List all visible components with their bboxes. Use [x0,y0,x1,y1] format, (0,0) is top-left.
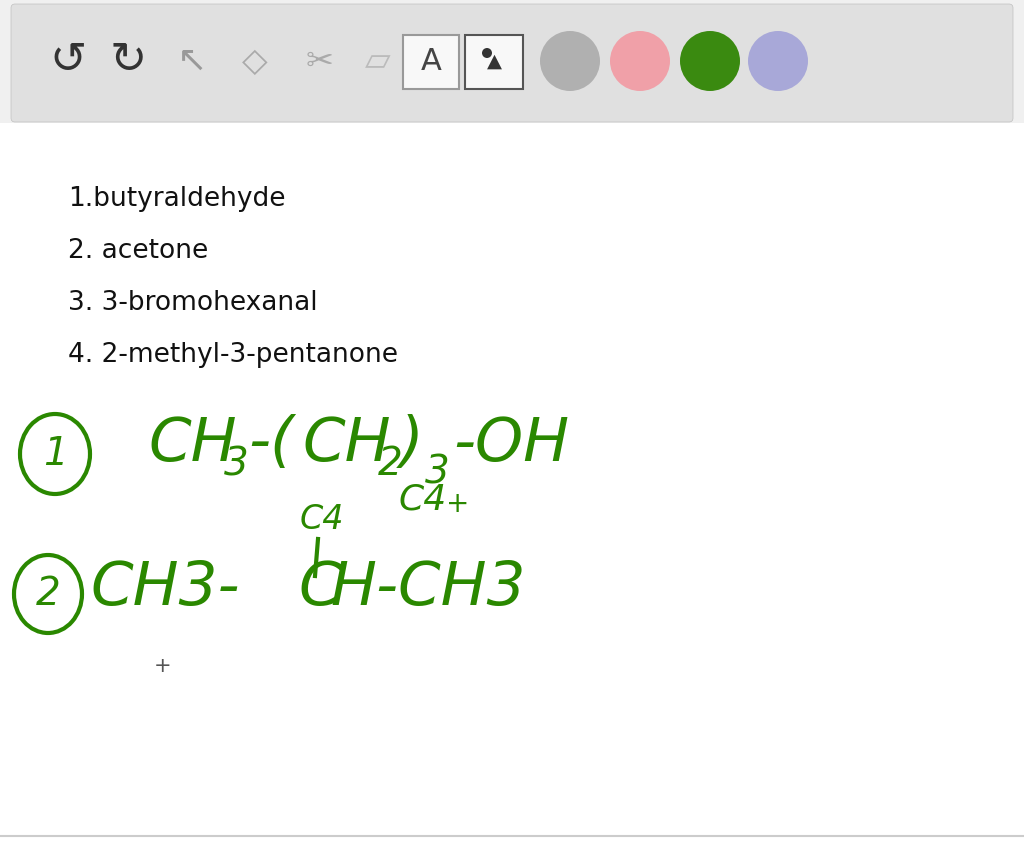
FancyBboxPatch shape [465,35,523,89]
Text: +: + [155,656,172,676]
Circle shape [680,31,740,91]
Text: ): ) [400,414,424,473]
Text: 2. acetone: 2. acetone [68,238,208,264]
Circle shape [482,48,492,58]
Circle shape [748,31,808,91]
Text: ↻: ↻ [110,40,146,83]
Text: CH: CH [302,414,390,473]
Text: H-CH3: H-CH3 [330,560,525,619]
FancyBboxPatch shape [11,4,1013,122]
Circle shape [610,31,670,91]
Text: 3: 3 [224,445,249,483]
Text: CH: CH [148,414,237,473]
Text: ✂: ✂ [306,45,334,78]
Text: -OH: -OH [453,414,569,473]
Bar [0,123,1024,844]
Text: C: C [298,560,341,619]
Text: ↺: ↺ [49,40,87,83]
Text: +: + [446,490,469,518]
Text: 1: 1 [43,435,68,473]
Text: C4: C4 [398,482,446,516]
Text: ↖: ↖ [177,44,207,78]
Text: A: A [421,46,441,75]
Text: ▱: ▱ [366,45,391,78]
Text: 3. 3-bromohexanal: 3. 3-bromohexanal [68,290,317,316]
Text: 2: 2 [36,575,60,613]
Text: ◇: ◇ [243,45,268,78]
Text: 2: 2 [378,445,402,483]
FancyBboxPatch shape [403,35,459,89]
Text: -(: -( [248,414,294,473]
Text: ▲: ▲ [486,51,502,71]
Circle shape [540,31,600,91]
Text: 3: 3 [425,453,450,491]
Text: 1.butyraldehyde: 1.butyraldehyde [68,186,286,212]
Text: 4. 2-methyl-3-pentanone: 4. 2-methyl-3-pentanone [68,342,398,368]
Text: CH3-: CH3- [90,560,240,619]
Text: C4: C4 [300,503,344,536]
